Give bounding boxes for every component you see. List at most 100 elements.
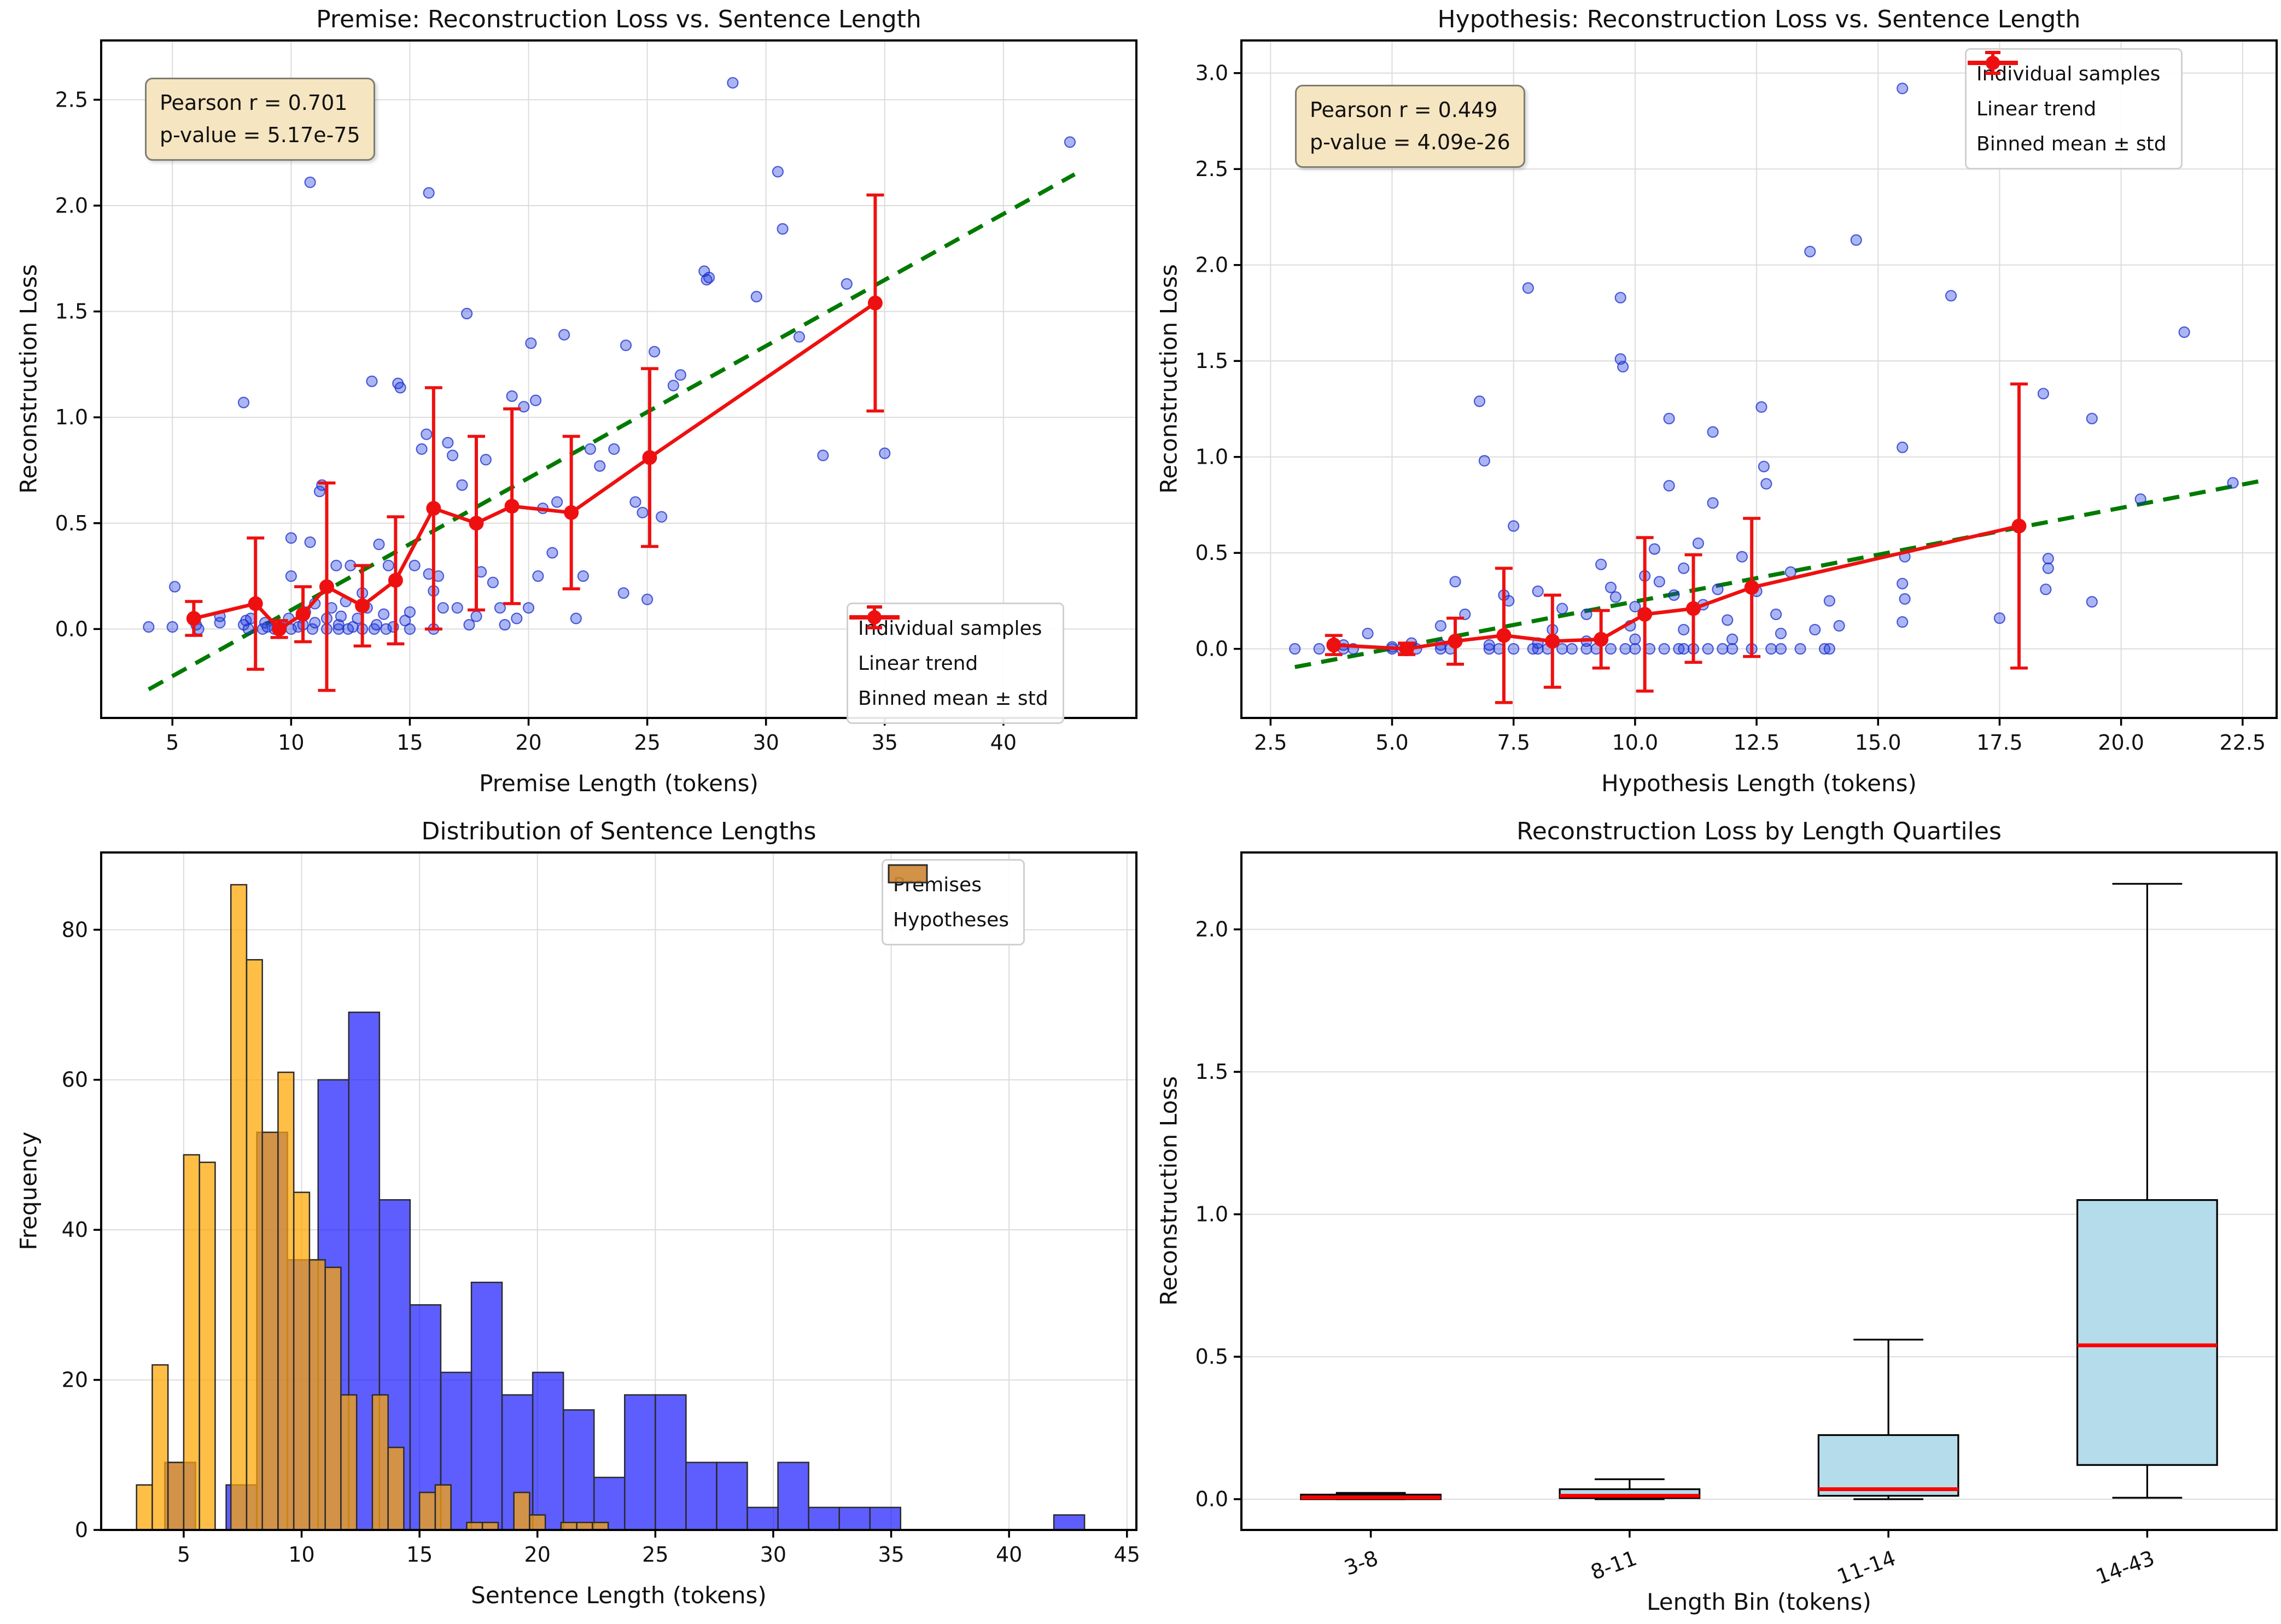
legend-item-trend: Linear trend (1969, 61, 2167, 126)
svg-text:1.5: 1.5 (1195, 1060, 1228, 1084)
svg-text:1.5: 1.5 (55, 300, 88, 324)
svg-text:0.0: 0.0 (1195, 1487, 1228, 1511)
svg-text:2.5: 2.5 (1254, 731, 1287, 755)
p-value: p-value = 5.17e-75 (160, 122, 360, 147)
legend-label: Individual samples (858, 617, 1042, 640)
hypothesis-scatter-plot: 2.5 5.0 7.5 10.0 12.5 15.0 17.5 20.0 22.5 0.0 0.5 1… (1195, 39, 2278, 755)
svg-text:80: 80 (62, 918, 88, 942)
svg-text:45: 45 (1114, 1543, 1140, 1567)
panel-title: Hypothesis: Reconstruction Loss vs. Sent… (1437, 5, 2081, 33)
svg-text:2.5: 2.5 (55, 87, 88, 112)
svg-text:20: 20 (62, 1368, 88, 1392)
svg-text:10: 10 (278, 731, 304, 755)
stats-annotation: Pearson r = 0.449 p-value = 4.09e-26 (1295, 85, 1525, 168)
legend-item-samples: Individual samples (1976, 56, 2167, 91)
svg-text:1.0: 1.0 (55, 405, 88, 429)
svg-text:0.5: 0.5 (1195, 1345, 1228, 1369)
svg-text:25: 25 (642, 1543, 668, 1567)
svg-text:35: 35 (878, 1543, 904, 1567)
svg-text:60: 60 (62, 1068, 88, 1092)
loss-boxplot-plot: 3-8 8-11 11-14 14-43 0.0 0.5 1.0 1.5 2.0 (1195, 851, 2278, 1589)
svg-text:25: 25 (634, 731, 660, 755)
svg-text:11-14: 11-14 (1834, 1546, 1899, 1589)
svg-text:35: 35 (872, 731, 898, 755)
svg-text:0.0: 0.0 (55, 617, 88, 641)
panel-premise-scatter: 5 10 15 20 25 30 35 40 0.0 0.5 1.0 1.5 2.0 2.5 Premis… (0, 0, 1140, 812)
stats-annotation: Pearson r = 0.701 p-value = 5.17e-75 (145, 78, 375, 161)
panel-title: Premise: Reconstruction Loss vs. Sentenc… (316, 5, 921, 33)
svg-text:30: 30 (760, 1543, 786, 1567)
panel-hypothesis-scatter: 2.5 5.0 7.5 10.0 12.5 15.0 17.5 20.0 22.5 0.0 0.5 1… (1140, 0, 2280, 812)
svg-text:12.5: 12.5 (1734, 731, 1780, 755)
svg-text:1.0: 1.0 (1195, 1202, 1228, 1226)
legend: Premises Hypotheses (882, 859, 1025, 945)
svg-text:15.0: 15.0 (1855, 731, 1901, 755)
svg-text:0.5: 0.5 (1195, 541, 1228, 565)
legend-item-binned: Binned mean ± std (849, 605, 1048, 716)
svg-text:1.5: 1.5 (1195, 349, 1228, 373)
svg-text:10.0: 10.0 (1612, 731, 1659, 755)
svg-text:10: 10 (288, 1543, 314, 1567)
x-axis-label: Sentence Length (tokens) (471, 1582, 767, 1609)
legend-label: Hypotheses (893, 908, 1009, 931)
orange-swatch-icon (888, 864, 928, 884)
y-axis-label: Reconstruction Loss (1155, 1076, 1182, 1306)
svg-text:15: 15 (406, 1543, 433, 1567)
svg-text:20: 20 (515, 731, 541, 755)
svg-text:15: 15 (396, 731, 423, 755)
legend-label: Binned mean ± std (858, 687, 1048, 710)
svg-text:2.0: 2.0 (1195, 918, 1228, 942)
y-axis-label: Frequency (15, 1131, 42, 1251)
y-axis-label: Reconstruction Loss (1155, 264, 1182, 494)
panel-title: Reconstruction Loss by Length Quartiles (1516, 817, 2002, 845)
svg-text:2.5: 2.5 (1195, 157, 1228, 181)
svg-text:1.0: 1.0 (1195, 445, 1228, 469)
errorbar-icon (1968, 51, 2018, 75)
svg-text:40: 40 (990, 731, 1017, 755)
svg-text:14-43: 14-43 (2093, 1546, 2158, 1589)
svg-text:17.5: 17.5 (1976, 731, 2023, 755)
svg-text:22.5: 22.5 (2219, 731, 2266, 755)
panel-length-histogram: 5 10 15 20 25 30 35 40 45 0 20 40 60 80 Distribution … (0, 812, 1140, 1624)
premise-scatter-plot: 5 10 15 20 25 30 35 40 0.0 0.5 1.0 1.5 2.0 2.5 (55, 39, 1137, 755)
svg-text:0.0: 0.0 (1195, 637, 1228, 661)
svg-text:2.0: 2.0 (1195, 253, 1228, 277)
x-axis-label: Premise Length (tokens) (479, 770, 759, 797)
length-histogram-plot: 5 10 15 20 25 30 35 40 45 0 20 40 60 80 (62, 851, 1140, 1567)
svg-text:3.0: 3.0 (1195, 61, 1228, 85)
svg-text:30: 30 (753, 731, 779, 755)
svg-text:40: 40 (996, 1543, 1022, 1567)
svg-text:5.0: 5.0 (1375, 731, 1408, 755)
svg-text:40: 40 (62, 1218, 88, 1242)
legend: Individual samples Linear trend Binned m… (1965, 48, 2183, 170)
y-axis-label: Reconstruction Loss (15, 264, 42, 494)
svg-text:0.5: 0.5 (55, 511, 88, 535)
legend-item-trend: Linear trend (850, 615, 1048, 681)
legend-label: Linear trend (858, 652, 978, 675)
svg-text:7.5: 7.5 (1497, 731, 1530, 755)
panel-loss-boxplot: 3-8 8-11 11-14 14-43 0.0 0.5 1.0 1.5 2.0 Reconst… (1140, 812, 2280, 1624)
x-axis-label: Hypothesis Length (tokens) (1601, 770, 1917, 797)
svg-text:2.0: 2.0 (55, 194, 88, 218)
svg-text:5: 5 (177, 1543, 190, 1567)
x-axis-label: Length Bin (tokens) (1647, 1588, 1871, 1615)
p-value: p-value = 4.09e-26 (1310, 130, 1510, 154)
svg-text:3-8: 3-8 (1341, 1546, 1381, 1580)
legend-label: Linear trend (1976, 97, 2097, 120)
svg-text:8-11: 8-11 (1588, 1546, 1640, 1585)
legend-item-binned: Binned mean ± std (1968, 51, 2167, 161)
svg-text:5: 5 (166, 731, 179, 755)
legend: Individual samples Linear trend Binned m… (847, 603, 1064, 724)
legend-item-hypotheses: Hypotheses (888, 864, 1009, 937)
svg-text:20.0: 20.0 (2098, 731, 2144, 755)
legend-label: Binned mean ± std (1976, 132, 2167, 155)
pearson-r-value: Pearson r = 0.701 (160, 91, 348, 115)
errorbar-icon (849, 605, 900, 629)
svg-text:0: 0 (75, 1518, 88, 1542)
pearson-r-value: Pearson r = 0.449 (1310, 98, 1498, 122)
legend-label: Individual samples (1976, 62, 2161, 85)
legend-item-samples: Individual samples (858, 611, 1048, 646)
panel-title: Distribution of Sentence Lengths (421, 817, 816, 845)
svg-text:20: 20 (524, 1543, 551, 1567)
